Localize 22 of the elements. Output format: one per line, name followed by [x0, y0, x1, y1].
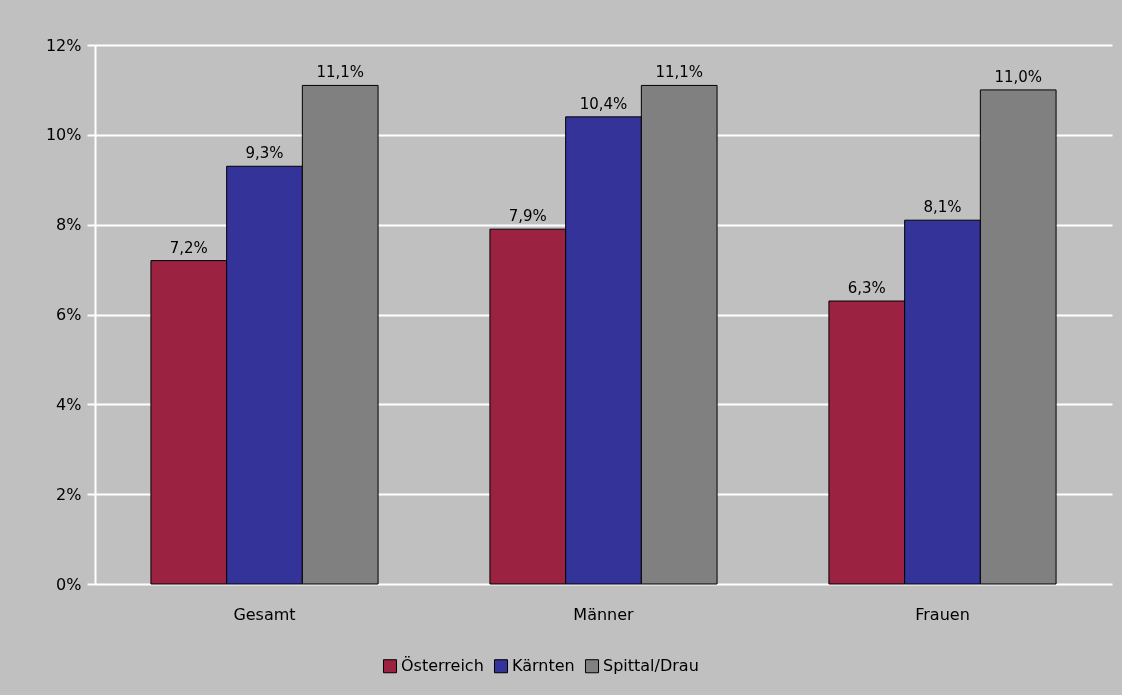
y-tick-label: 2%	[56, 484, 82, 504]
x-tick-label: Gesamt	[233, 604, 296, 624]
y-tick-label: 0%	[56, 574, 82, 594]
y-tick-label: 6%	[56, 305, 82, 324]
y-tick-label: 12%	[45, 35, 82, 55]
data-label: 11,1%	[316, 63, 365, 82]
y-tick-label: 8%	[56, 215, 82, 235]
legend-label: Spittal/Drau	[603, 656, 699, 676]
x-tick-label: Frauen	[915, 604, 970, 624]
legend-label: Österreich	[401, 656, 484, 676]
data-label: 10,4%	[579, 94, 628, 113]
data-label: 6,3%	[847, 279, 886, 298]
data-label: 8,1%	[923, 198, 962, 217]
legend-label: Kärnten	[512, 656, 575, 676]
data-label: 9,3%	[245, 144, 284, 163]
y-tick-label: 4%	[56, 394, 82, 414]
x-tick-label: Männer	[573, 604, 635, 624]
data-label: 11,1%	[655, 63, 704, 82]
y-tick-label: 10%	[45, 125, 82, 145]
data-label: 7,9%	[508, 207, 547, 226]
data-label: 7,2%	[169, 238, 208, 257]
data-label: 11,0%	[994, 67, 1043, 86]
